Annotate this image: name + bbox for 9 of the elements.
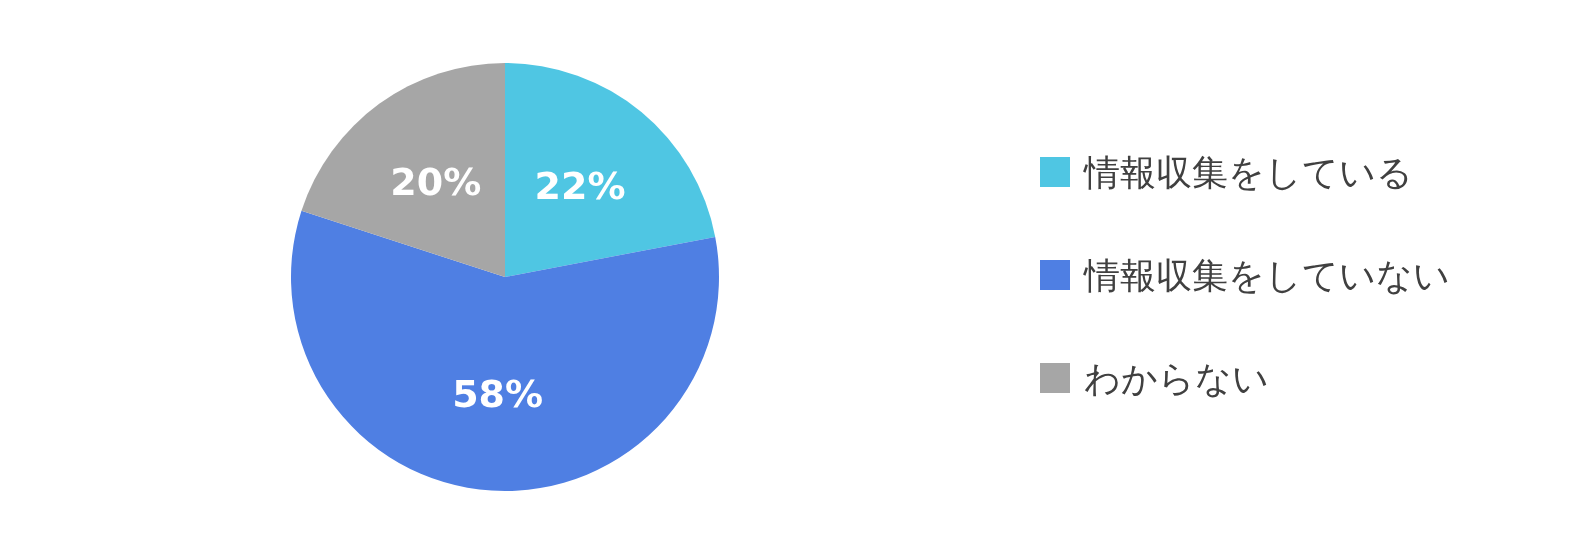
pie-slice [291, 210, 719, 491]
legend-label: 情報収集をしていない [1083, 254, 1450, 296]
legend-label: わからない [1084, 357, 1269, 399]
data-label: 20% [390, 159, 482, 204]
pie-slice [301, 63, 505, 277]
data-label: 58% [452, 372, 544, 417]
data-label: 22% [534, 164, 626, 209]
pie-slice [505, 63, 716, 277]
legend-label: 情報収集をしている [1083, 151, 1413, 193]
